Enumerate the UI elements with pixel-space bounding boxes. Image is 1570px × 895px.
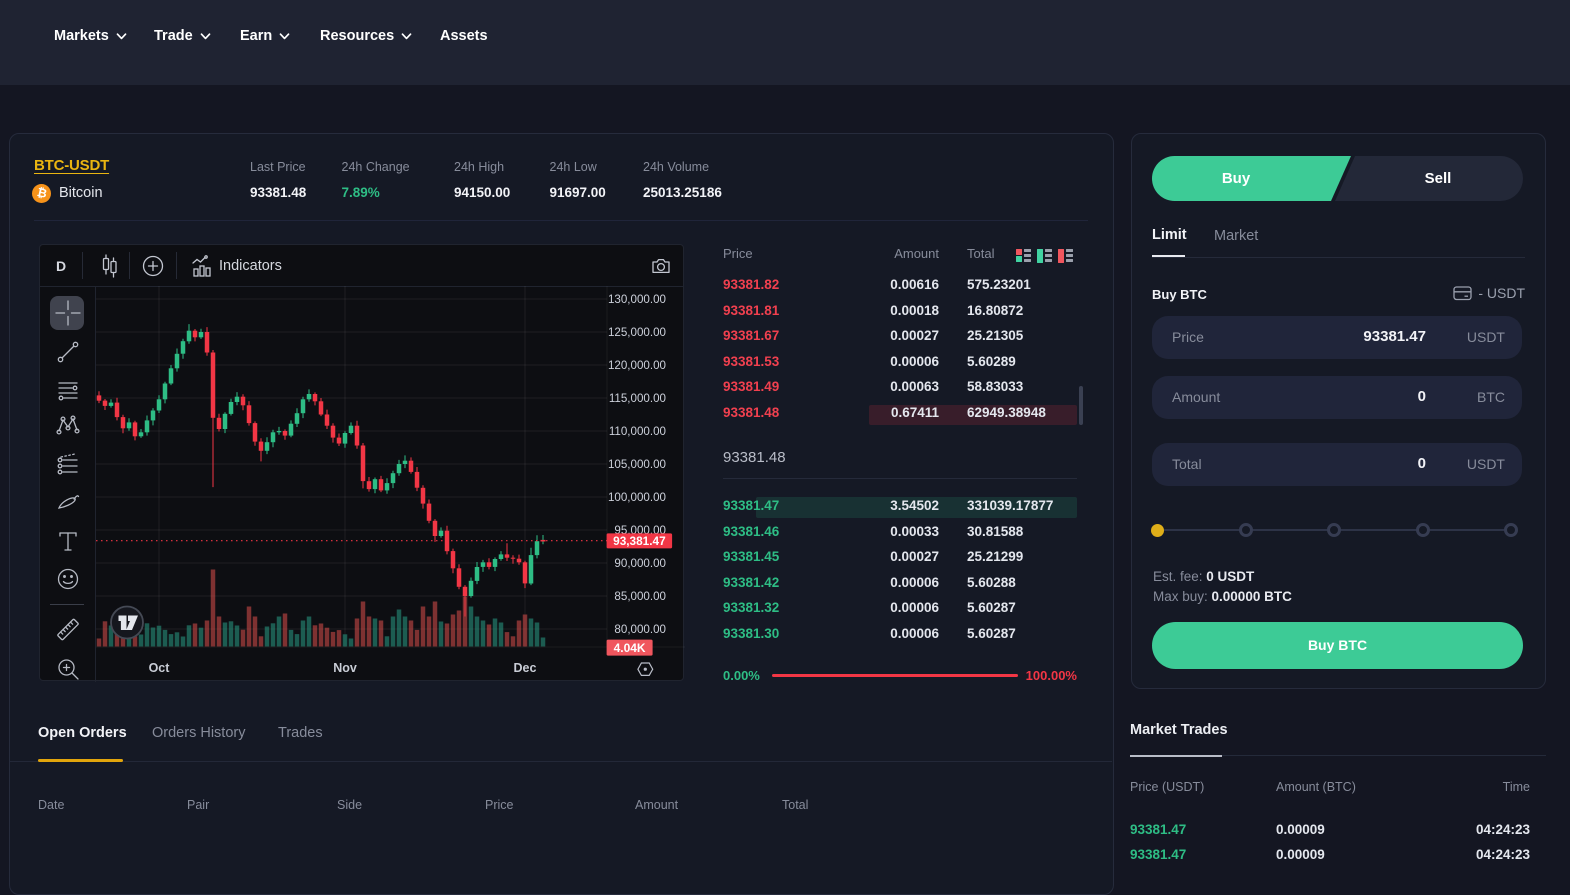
svg-text:Oct: Oct: [149, 661, 171, 675]
svg-text:4.04K: 4.04K: [614, 641, 646, 655]
svg-text:105,000.00: 105,000.00: [608, 458, 666, 471]
svg-text:120,000.00: 120,000.00: [608, 359, 666, 372]
svg-text:125,000.00: 125,000.00: [608, 326, 666, 339]
svg-text:130,000.00: 130,000.00: [608, 293, 666, 306]
svg-text:100,000.00: 100,000.00: [608, 491, 666, 504]
svg-text:93,381.47: 93,381.47: [613, 534, 666, 548]
svg-text:Nov: Nov: [333, 661, 357, 675]
svg-text:80,000.00: 80,000.00: [614, 623, 666, 636]
svg-text:90,000.00: 90,000.00: [614, 557, 666, 570]
svg-text:85,000.00: 85,000.00: [614, 590, 666, 603]
svg-text:115,000.00: 115,000.00: [609, 392, 666, 405]
svg-text:Dec: Dec: [514, 661, 537, 675]
svg-text:110,000.00: 110,000.00: [609, 425, 666, 438]
